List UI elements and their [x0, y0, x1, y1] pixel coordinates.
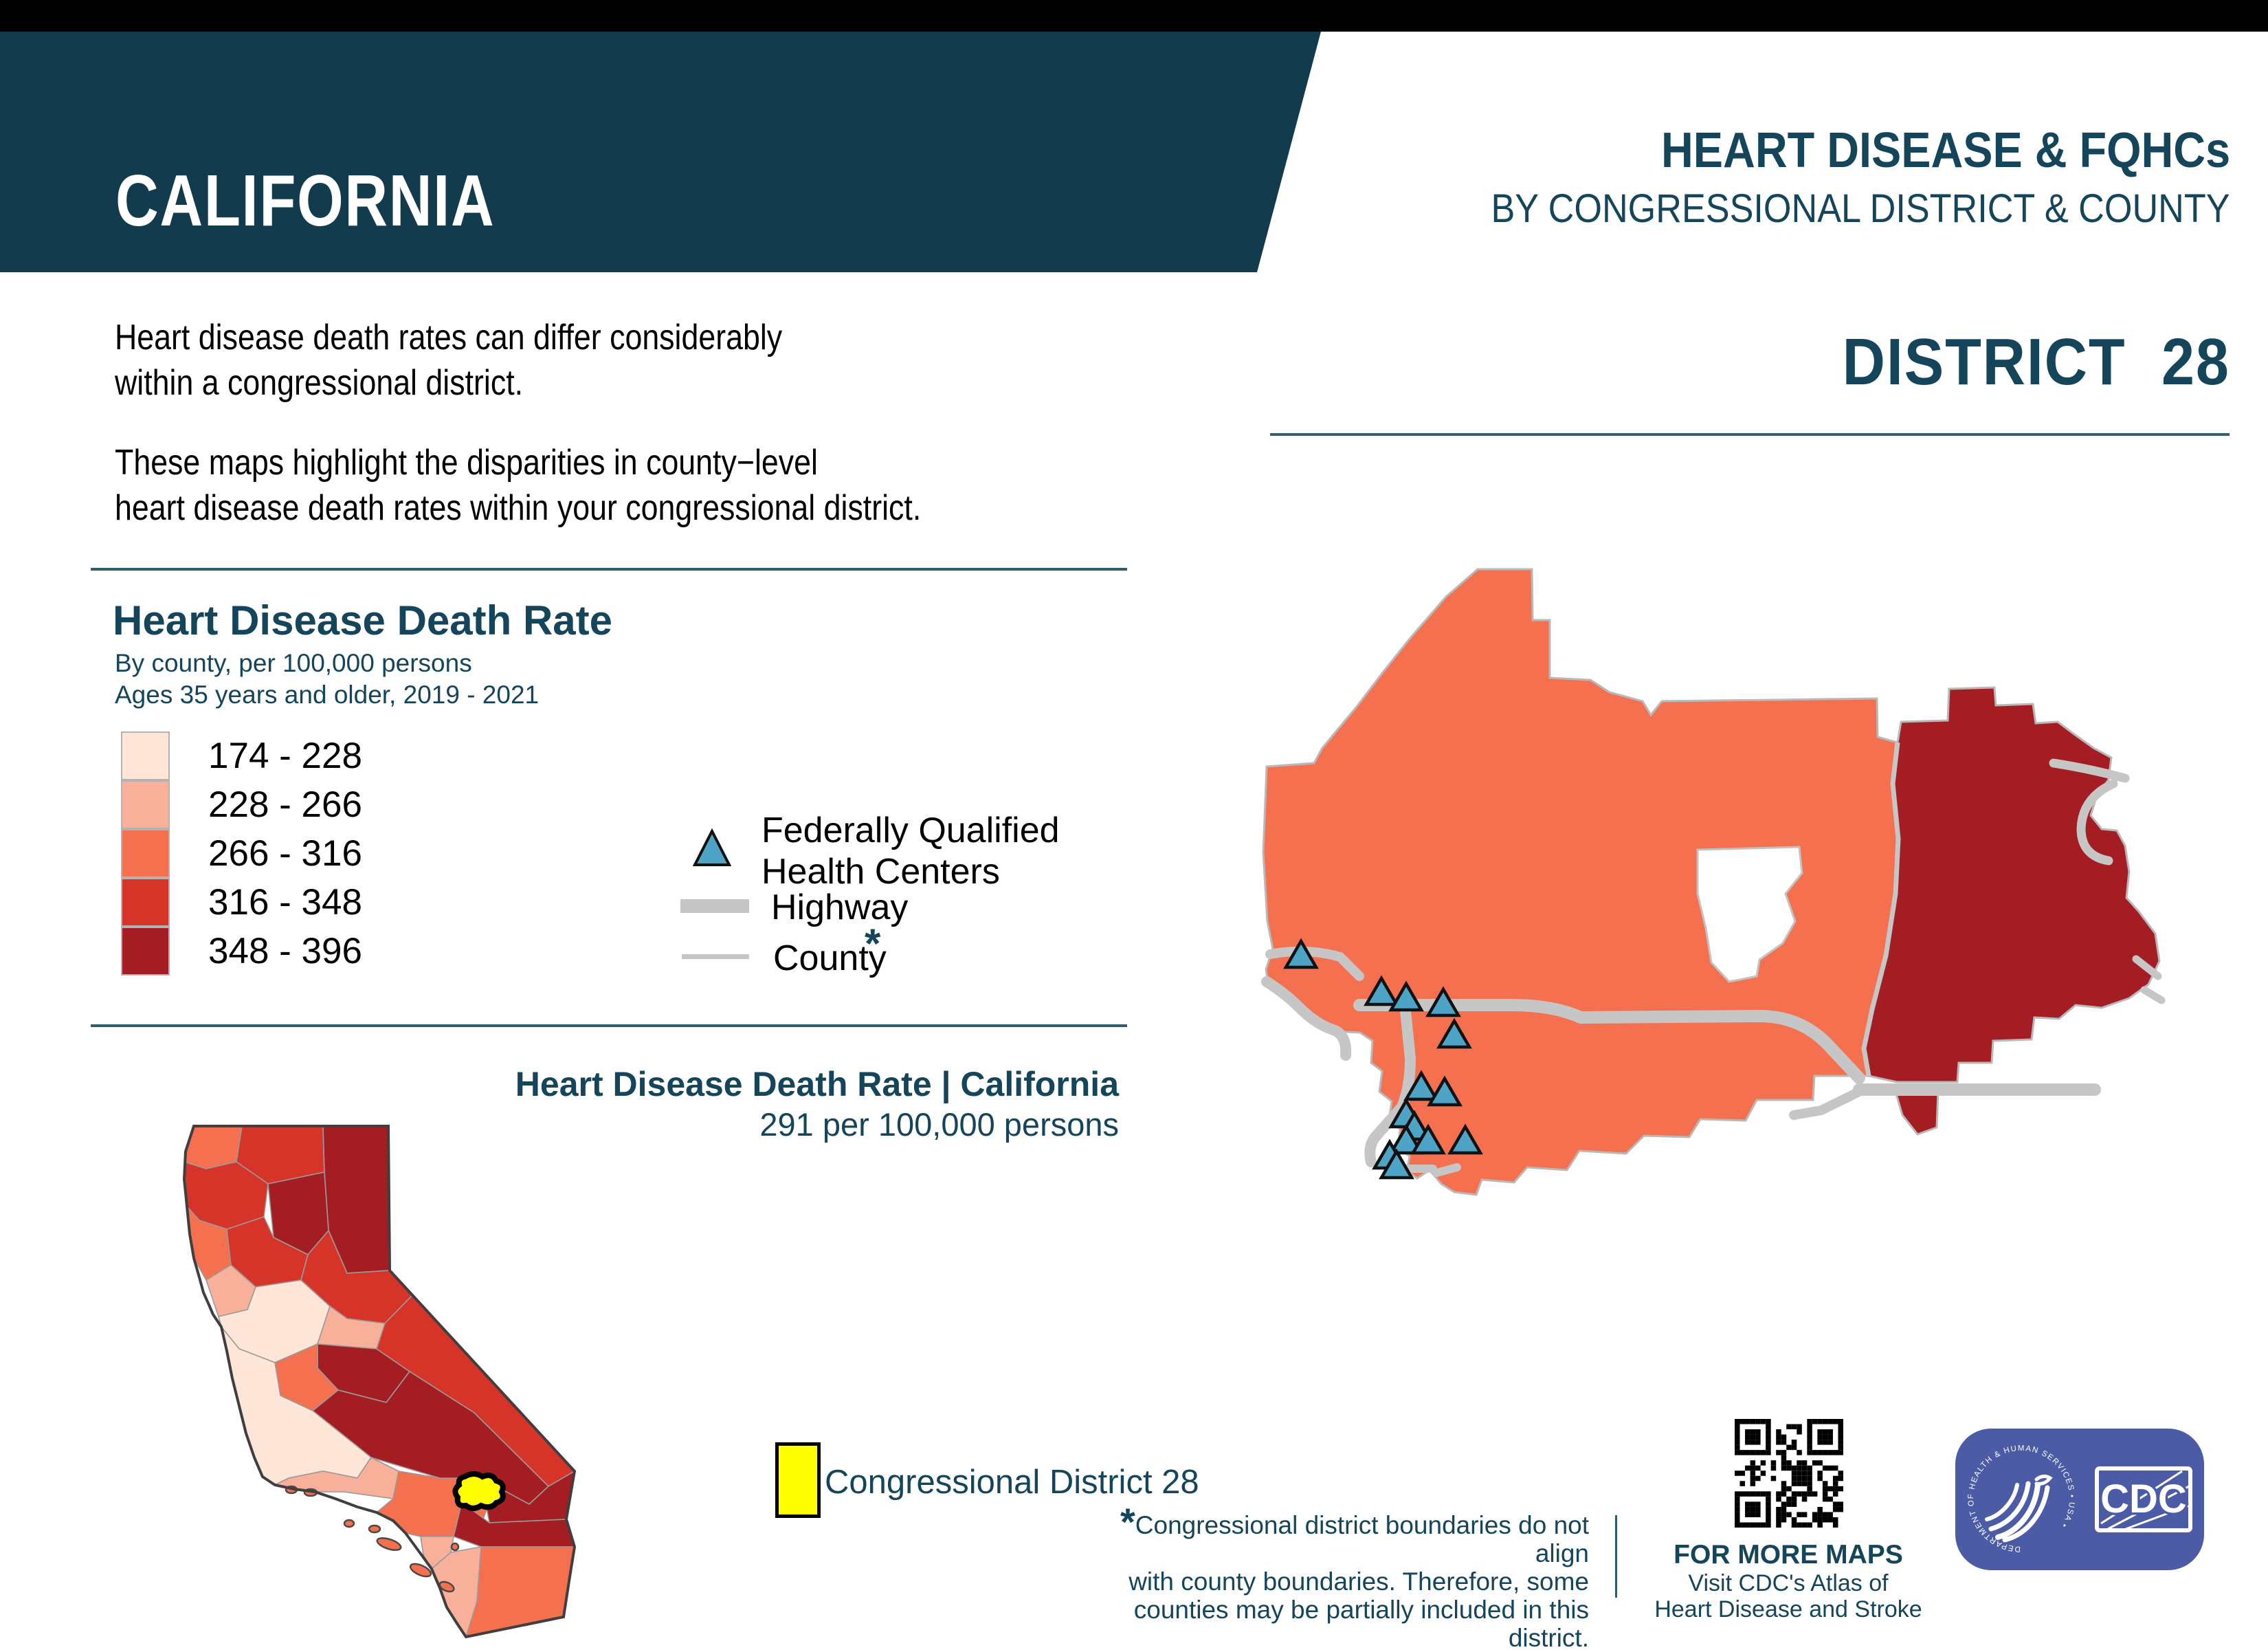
county-legend-label: County [773, 938, 887, 978]
fqhc-marker [1427, 1075, 1463, 1107]
fqhc-marker [1364, 975, 1399, 1006]
footer-divider [1615, 1515, 1617, 1598]
cdc-box-icon: CDC [2095, 1466, 2192, 1532]
more-maps-line1: Visit CDC's Atlas of [1688, 1570, 1889, 1596]
footnote-line2: with county boundaries. Therefore, some [1129, 1567, 1589, 1596]
legend-title: Heart Disease Death Rate [113, 597, 613, 643]
county-patches [184, 1126, 575, 1637]
hhs-eagle-icon [1985, 1474, 2053, 1543]
fqhc-marker [1436, 1017, 1472, 1049]
legend-range-2: 228 - 266 [208, 784, 362, 825]
district-title: DISTRICT 28 [1842, 325, 2230, 399]
legend-swatch-5 [121, 927, 170, 976]
divider [91, 1024, 1127, 1027]
legend-swatch-1 [121, 731, 170, 780]
intro-p2-line2: heart disease death rates within your co… [115, 488, 922, 528]
intro-p1-line1: Heart disease death rates can differ con… [115, 318, 783, 357]
more-maps-title: FOR MORE MAPS [1674, 1540, 1903, 1570]
fqhc-marker [1403, 1070, 1439, 1101]
cdc-acronym: CDC [2100, 1477, 2187, 1521]
highway-legend-label: Highway [771, 888, 909, 927]
fqhc-label-line1: Federally Qualified [761, 811, 1060, 850]
divider [91, 568, 1127, 571]
legend-row: 174 - 228 [121, 731, 362, 780]
state-banner [0, 32, 1321, 272]
fqhc-marker [1283, 938, 1319, 969]
fqhc-legend-label: Federally Qualified Health Centers [761, 810, 1060, 892]
highway-line-icon [680, 899, 749, 913]
legend-range-1: 174 - 228 [208, 736, 362, 776]
state-summary-title: Heart Disease Death Rate | California [515, 1065, 1119, 1103]
legend-swatch-4 [121, 878, 170, 927]
hhs-cdc-logo: DEPARTMENT OF HEALTH & HUMAN SERVICES • … [1955, 1429, 2204, 1570]
page-subtitle: BY CONGRESSIONAL DISTRICT & COUNTY [1491, 186, 2230, 231]
county-line-icon [682, 954, 749, 959]
intro-paragraph-2: These maps highlight the disparities in … [115, 440, 921, 531]
fqhc-marker [1425, 986, 1461, 1017]
intro-paragraph-1: Heart disease death rates can differ con… [115, 315, 782, 406]
fqhc-marker [1379, 1148, 1414, 1180]
footnote: *Congressional district boundaries do no… [1067, 1500, 1589, 1652]
fqhc-markers [1283, 938, 1483, 1180]
more-maps-block: FOR MORE MAPS Visit CDC's Atlas of Heart… [1644, 1540, 1933, 1622]
legend-swatch-2 [121, 780, 170, 829]
state-summary-value: 291 per 100,000 persons [759, 1106, 1119, 1143]
california-state-map [182, 1125, 577, 1639]
legend-range-4: 316 - 348 [208, 882, 362, 923]
legend-subtitle-1: By county, per 100,000 persons [115, 649, 472, 677]
top-black-bar [0, 0, 2268, 32]
legend-row: 316 - 348 [121, 878, 362, 927]
county-asterisk: * [865, 921, 881, 967]
legend-range-5: 348 - 396 [208, 931, 362, 971]
page-title: HEART DISEASE & FQHCs [1660, 123, 2230, 178]
legend-subtitle-2: Ages 35 years and older, 2019 - 2021 [115, 681, 540, 709]
death-rate-class-legend: 174 - 228 228 - 266 266 - 316 316 - 348 … [121, 731, 362, 976]
legend-row: 266 - 316 [121, 829, 362, 878]
more-maps-line2: Heart Disease and Stroke [1654, 1596, 1922, 1622]
qr-code [1735, 1419, 1843, 1528]
fqhc-marker [1388, 980, 1424, 1012]
excluded-area [1696, 846, 1803, 983]
county-border-line [1861, 742, 1901, 1077]
state-name: CALIFORNIA [115, 160, 496, 241]
district-28-map [1261, 568, 2166, 1196]
district-legend-swatch [775, 1442, 821, 1518]
district-28-highlight [452, 1471, 506, 1511]
legend-row: 228 - 266 [121, 780, 362, 829]
fqhc-marker [1388, 1123, 1424, 1155]
district-region-sb-tab [1894, 1089, 1939, 1136]
intro-p1-line2: within a congressional district. [115, 363, 524, 403]
legend-row: 348 - 396 [121, 927, 362, 976]
fqhc-triangle-icon [691, 828, 733, 869]
footnote-line1: *Congressional district boundaries do no… [1120, 1500, 1589, 1568]
district-region-sb [1863, 686, 2161, 1083]
footnote-line3: counties may be partially included in th… [1133, 1596, 1589, 1652]
intro-p2-line1: These maps highlight the disparities in … [115, 443, 818, 483]
legend-swatch-3 [121, 829, 170, 878]
footnote-asterisk: * [1120, 1500, 1135, 1543]
district-title-rule [1270, 433, 2230, 436]
legend-range-3: 266 - 316 [208, 833, 362, 874]
fqhc-label-line2: Health Centers [761, 852, 1000, 892]
district-legend-label: Congressional District 28 [825, 1464, 1199, 1501]
district-region-la [1262, 568, 1900, 1196]
fqhc-marker [1447, 1123, 1483, 1155]
fqhc-marker [1410, 1123, 1446, 1155]
state-outline [182, 1125, 577, 1639]
